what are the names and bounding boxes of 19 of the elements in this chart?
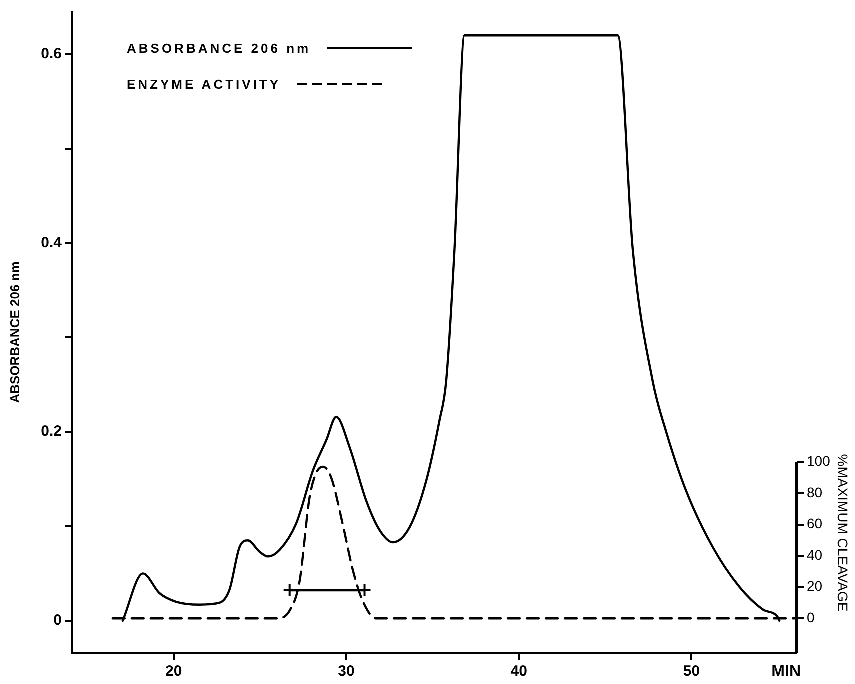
y-tick-label: 0 (54, 612, 62, 630)
y2-tick-label: 80 (807, 484, 823, 500)
y2-tick-label: 0 (807, 609, 815, 626)
x-tick-label: 50 (683, 663, 700, 680)
y2-tick-label: 100 (807, 453, 831, 470)
y-tick-label: 0.2 (41, 423, 62, 440)
y2-tick-label: 40 (807, 546, 823, 563)
legend-label: ABSORBANCE 206 nm (127, 40, 312, 56)
y-tick-label: 0.4 (41, 234, 63, 252)
y-tick-label: 0.6 (41, 46, 62, 63)
y2-tick-label: 20 (807, 578, 823, 594)
y2-axis-title: %MAXIMUM CLEAVAGE (835, 454, 852, 612)
x-tick-label: 40 (510, 663, 528, 680)
y-axis-title: ABSORBANCE 206 nm (8, 262, 23, 404)
legend-label: ENZYME ACTIVITY (127, 76, 282, 92)
x-tick-label: 20 (166, 663, 182, 680)
y2-tick-label: 60 (807, 516, 823, 532)
x-tick-label: 30 (338, 663, 355, 680)
x-axis-title: MIN (772, 663, 801, 680)
